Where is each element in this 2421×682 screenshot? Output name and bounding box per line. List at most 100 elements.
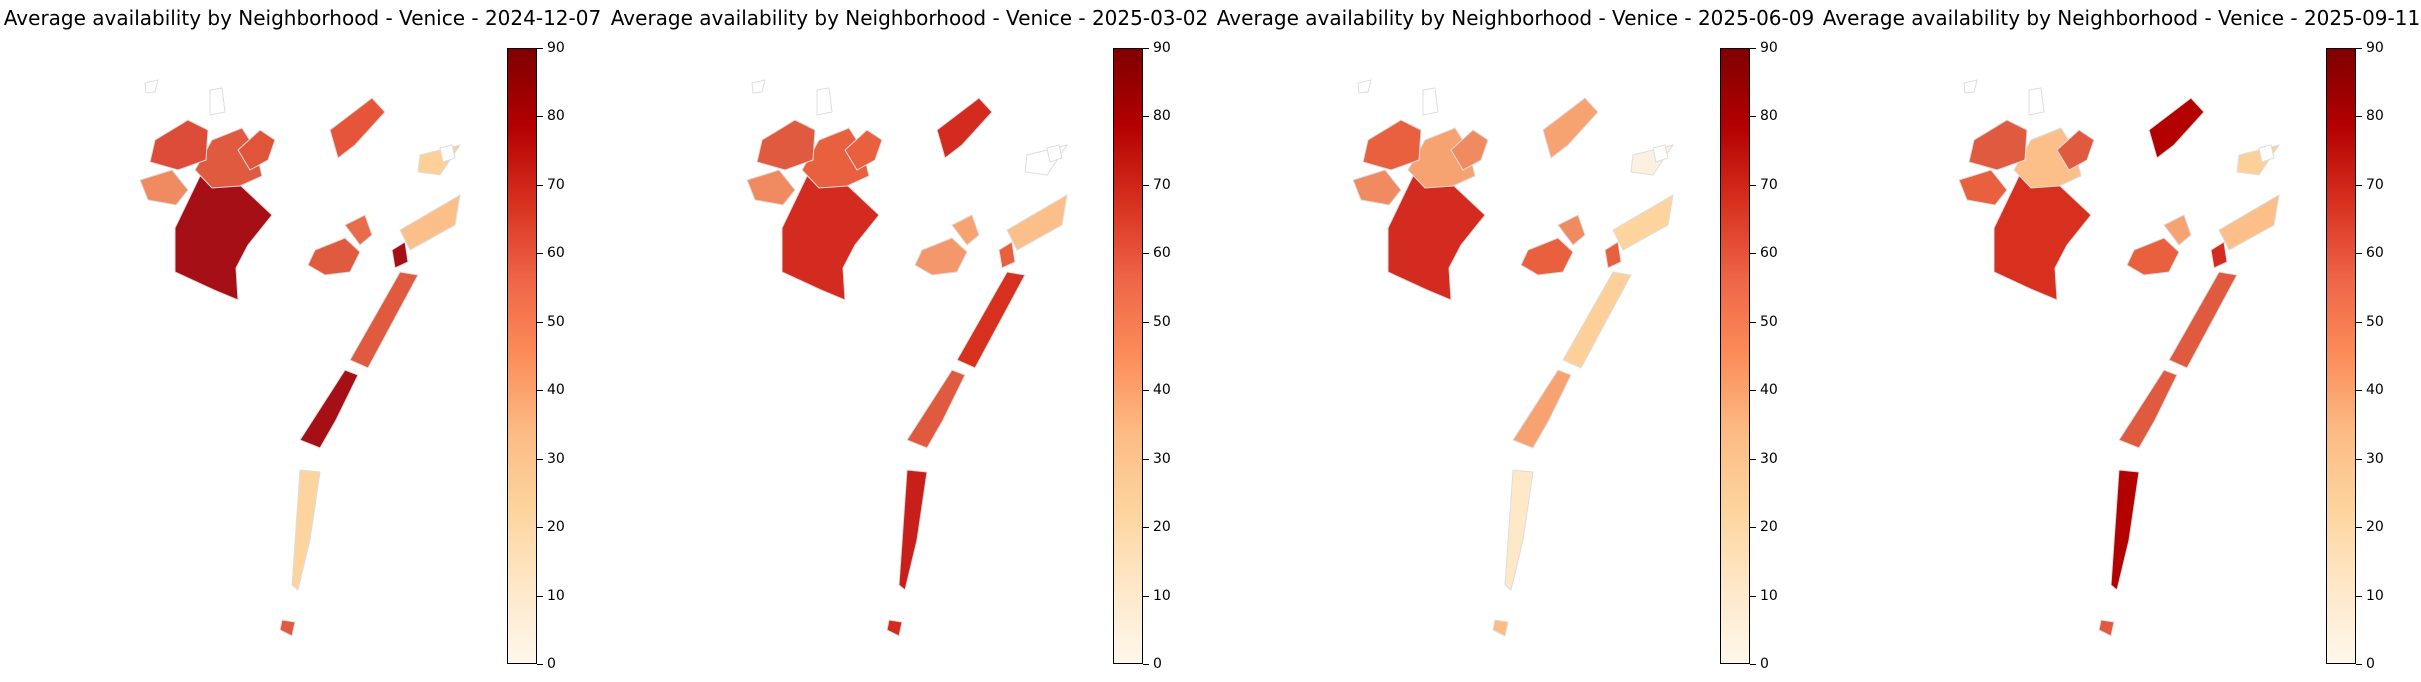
lido-region <box>349 271 419 369</box>
mestre-west-region <box>1993 175 2092 301</box>
colorbar-tick-label: 50 <box>2366 313 2384 330</box>
colorbar-tick-mark <box>1143 253 1149 255</box>
lido-south-region <box>299 369 359 449</box>
colorbar-tick-mark <box>2356 458 2362 460</box>
small-region <box>751 79 766 94</box>
colorbar-tick-label: 0 <box>1153 656 1162 672</box>
lido-region <box>1562 271 1632 369</box>
colorbar <box>1720 48 1750 664</box>
mestre-north-region <box>149 119 209 171</box>
colorbar-tick-label: 70 <box>547 176 565 193</box>
colorbar-tick-mark <box>2356 527 2362 529</box>
colorbar-tick-mark <box>1750 595 1756 597</box>
colorbar-tick-label: 30 <box>1153 450 1171 467</box>
favaro-region <box>329 97 386 159</box>
colorbar-tick-mark <box>537 48 543 49</box>
colorbar-tick-mark <box>1143 664 1149 665</box>
tessera-region <box>237 129 276 171</box>
colorbar-tick-mark <box>1750 458 1756 460</box>
colorbar-tick-mark <box>1143 184 1149 186</box>
centro-storico-region <box>2163 214 2192 246</box>
murano-region <box>914 237 968 276</box>
colorbar-tick-label: 60 <box>1153 245 1171 262</box>
sant-erasmo-region <box>1612 194 1674 251</box>
colorbar-tick-mark <box>537 253 543 255</box>
colorbar-tick-mark <box>1143 321 1149 323</box>
colorbar-tick-label: 40 <box>1153 382 1171 399</box>
small-region <box>2258 144 2275 163</box>
colorbar-tick-label: 30 <box>547 450 565 467</box>
colorbar-tick-label: 20 <box>1760 519 1778 536</box>
lido-south-region <box>1512 369 1572 449</box>
sant-erasmo-region <box>2218 194 2280 251</box>
marghera-region <box>139 169 189 206</box>
mestre-north-region <box>1362 119 1422 171</box>
colorbar-tick-mark <box>1750 390 1756 392</box>
centro-storico-region <box>951 214 980 246</box>
colorbar-tick-mark <box>1143 458 1149 460</box>
choropleth-map <box>746 79 1069 637</box>
choropleth-map <box>139 79 462 637</box>
pellestrina-south-region <box>279 619 296 637</box>
favaro-region <box>936 97 993 159</box>
colorbar-tick-label: 70 <box>1153 176 1171 193</box>
small-region <box>2028 87 2045 116</box>
colorbar-tick-label: 90 <box>1760 40 1778 56</box>
colorbar-tick-label: 80 <box>2366 108 2384 125</box>
colorbar-tick-label: 50 <box>1153 313 1171 330</box>
colorbar-tick-label: 90 <box>1153 40 1171 56</box>
colorbar-tick-label: 90 <box>547 40 565 56</box>
colorbar-tick-mark <box>2356 664 2362 665</box>
colorbar-tick-label: 0 <box>1760 656 1769 672</box>
small-region <box>1652 144 1669 163</box>
pellestrina-region <box>1504 469 1534 591</box>
colorbar-tick-label: 20 <box>1153 519 1171 536</box>
pellestrina-south-region <box>886 619 903 637</box>
colorbar-tick-mark <box>2356 321 2362 323</box>
colorbar-tick-label: 80 <box>547 108 565 125</box>
map-panel-3: Average availability by Neighborhood - V… <box>1213 0 1818 682</box>
colorbar-tick-mark <box>537 595 543 597</box>
lido-region <box>956 271 1026 369</box>
colorbar-tick-label: 80 <box>1153 108 1171 125</box>
colorbar-tick-label: 10 <box>547 587 565 604</box>
colorbar-tick-mark <box>1750 253 1756 255</box>
colorbar-tick-mark <box>2356 48 2362 49</box>
colorbar-tick-label: 40 <box>2366 382 2384 399</box>
favaro-region <box>1542 97 1599 159</box>
colorbar-tick-mark <box>1143 595 1149 597</box>
colorbar-tick-mark <box>537 184 543 186</box>
mestre-north-region <box>1968 119 2028 171</box>
panel-title: Average availability by Neighborhood - V… <box>610 6 1209 30</box>
colorbar-tick-label: 10 <box>2366 587 2384 604</box>
mestre-west-region <box>781 175 880 301</box>
colorbar-tick-label: 0 <box>547 656 556 672</box>
colorbar-tick-label: 60 <box>2366 245 2384 262</box>
colorbar-tick-mark <box>2356 595 2362 597</box>
panel-title: Average availability by Neighborhood - V… <box>1216 6 1815 30</box>
pellestrina-south-region <box>1492 619 1509 637</box>
colorbar-tick-mark <box>537 116 543 118</box>
colorbar-tick-label: 40 <box>547 382 565 399</box>
sant-erasmo-region <box>399 194 461 251</box>
murano-region <box>2126 237 2180 276</box>
marghera-region <box>1958 169 2008 206</box>
colorbar-tick-label: 90 <box>2366 40 2384 56</box>
colorbar-tick-mark <box>2356 116 2362 118</box>
tessera-region <box>1450 129 1489 171</box>
small-region <box>816 87 833 116</box>
colorbar-tick-mark <box>537 390 543 392</box>
colorbar-tick-mark <box>2356 253 2362 255</box>
colorbar-tick-label: 70 <box>1760 176 1778 193</box>
map-panel-4: Average availability by Neighborhood - V… <box>1819 0 2421 682</box>
pellestrina-region <box>291 469 321 591</box>
colorbar <box>507 48 537 664</box>
colorbar-tick-label: 40 <box>1760 382 1778 399</box>
colorbar-tick-label: 60 <box>547 245 565 262</box>
colorbar-tick-label: 80 <box>1760 108 1778 125</box>
northeast-island-region <box>2236 144 2281 176</box>
colorbar-tick-mark <box>1750 527 1756 529</box>
centro-storico-region <box>344 214 373 246</box>
northeast-island-region <box>1630 144 1675 176</box>
colorbar-tick-mark <box>1143 48 1149 49</box>
